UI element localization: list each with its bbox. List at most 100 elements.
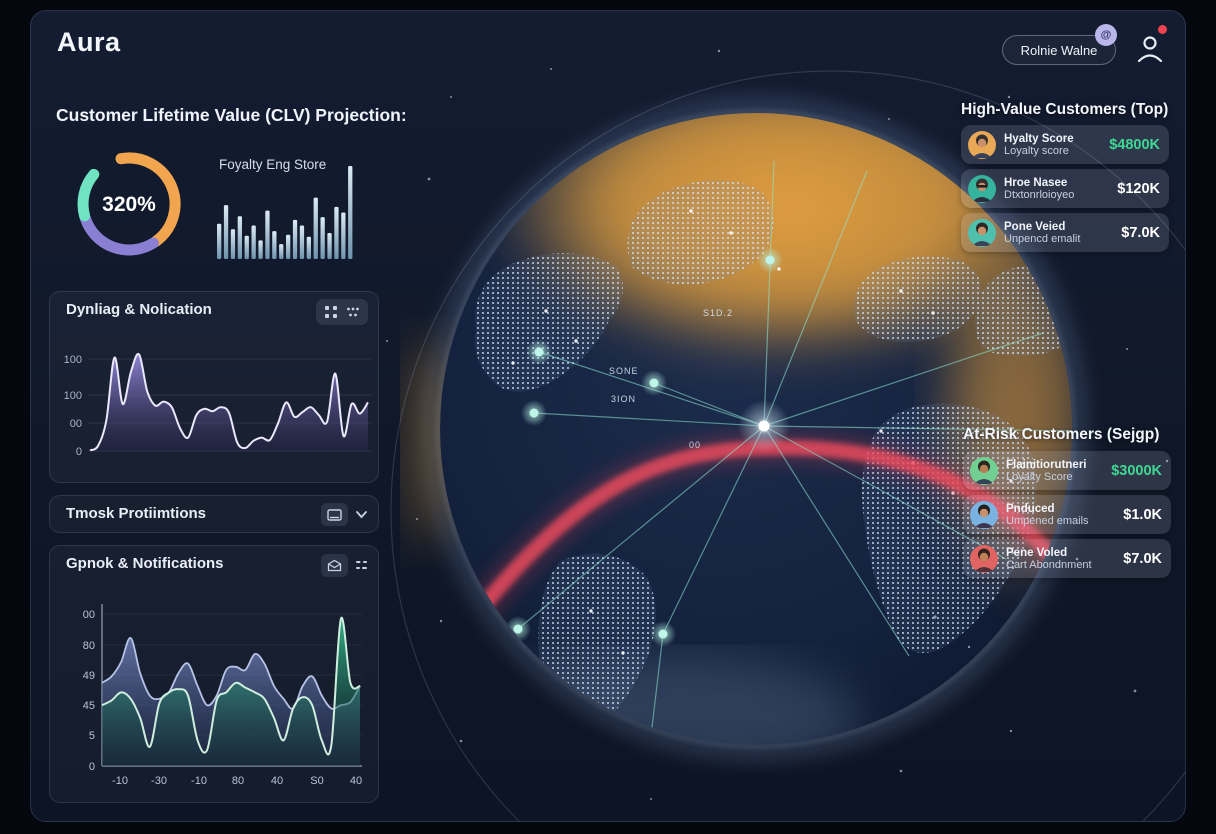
customer-row[interactable]: Pene Voled Cart Abondnment $7.0K: [963, 539, 1171, 578]
bar: [306, 236, 311, 259]
bar: [292, 219, 298, 259]
y-tick: 80: [83, 640, 95, 652]
globe-label: SONE: [609, 366, 639, 376]
at-risk-list: Flainitiorutneri Loyalty Score $3000K Pn…: [963, 451, 1171, 583]
customer-value: $7.0K: [1121, 224, 1160, 241]
face-icon: [972, 134, 992, 158]
dots-grid-icon[interactable]: [355, 559, 368, 572]
area-fill: [90, 353, 368, 452]
customer-row[interactable]: Hroe Nasee Dtxtonrloioyeo $120K: [961, 169, 1169, 208]
user-badge: @: [1095, 24, 1117, 46]
customer-value: $4800K: [1109, 136, 1160, 153]
x-tick: -30: [151, 775, 167, 787]
customer-sub: Loyalty Score: [1006, 470, 1073, 483]
avatar: [970, 456, 998, 485]
customer-value: $7.0K: [1123, 550, 1162, 567]
chevron-down-icon[interactable]: [355, 510, 368, 519]
face-icon: [974, 460, 994, 484]
customer-row[interactable]: Pnduced Umpened emails $1.0K: [963, 495, 1171, 534]
y-tick: 00: [70, 418, 82, 430]
grid-icon[interactable]: [324, 305, 338, 319]
customer-sub: Cart Abondnment: [1006, 558, 1092, 571]
clv-gauge: 320%: [77, 152, 181, 256]
gauge-segment-purple: [79, 212, 159, 256]
avatar: [968, 130, 996, 159]
notification-dot: [1158, 25, 1167, 34]
panel-notifications: Gpnok & Notifications: [49, 545, 379, 803]
y-tick: 45: [83, 700, 95, 712]
customer-name: Flainitiorutneri: [1006, 458, 1087, 471]
customer-name: Pone Veied: [1004, 220, 1066, 233]
face-icon: [972, 178, 992, 202]
bar: [251, 225, 256, 259]
gauge-value: 320%: [102, 193, 156, 216]
y-tick: 5: [89, 730, 95, 742]
gauge-segment-orange: [115, 152, 181, 248]
gauge-segment-teal: [77, 168, 100, 222]
customer-sub: Dtxtonrloioyeo: [1004, 188, 1075, 201]
customer-value: $120K: [1117, 180, 1160, 197]
customer-row[interactable]: Flainitiorutneri Loyalty Score $3000K: [963, 451, 1171, 490]
bar: [313, 197, 318, 259]
globe-label: 00: [689, 440, 701, 450]
y-tick: 49: [83, 670, 95, 682]
customer-name: Hroe Nasee: [1004, 176, 1068, 189]
customer-name: Pnduced: [1006, 502, 1055, 515]
app-logo: Aura: [57, 27, 121, 57]
area-line-green: [101, 616, 361, 756]
panel-promotions[interactable]: Tmosk Protiimtions: [49, 495, 379, 533]
x-tick: -10: [191, 775, 207, 787]
bar: [230, 229, 236, 259]
avatar: [970, 500, 998, 529]
profile-button[interactable]: [1133, 31, 1167, 65]
customer-sub: Loyalty score: [1004, 144, 1069, 157]
bar: [217, 223, 222, 259]
dashboard-card: S1D.2 SONE 3ION 00 Aura Rolnie Walne @ C…: [30, 10, 1186, 822]
avatar: [970, 544, 998, 573]
orange-streak: [405, 336, 453, 546]
x-tick: -10: [112, 775, 128, 787]
bar: [244, 235, 249, 260]
customer-sub: Unpencd emalit: [1004, 232, 1081, 245]
bar: [334, 206, 339, 259]
hub-node: [738, 400, 790, 452]
bar: [258, 240, 263, 259]
y-tick: 0: [76, 446, 82, 458]
y-tick: 100: [64, 354, 82, 366]
bar: [327, 233, 332, 259]
bar: [223, 205, 229, 259]
customer-row[interactable]: Pone Veied Unpencd emalit $7.0K: [961, 213, 1169, 252]
panel-activity-actions[interactable]: [316, 299, 368, 325]
high-value-title: High-Value Customers (Top): [961, 101, 1169, 118]
x-tick: S0: [310, 775, 323, 787]
bar: [237, 216, 242, 259]
panel-activity-title: Dynliag & Nolication: [66, 301, 212, 318]
customer-value: $3000K: [1111, 462, 1162, 479]
network-nodes: [505, 247, 783, 647]
customer-value: $1.0K: [1123, 506, 1162, 523]
bar: [341, 212, 346, 259]
x-tick: 40: [271, 775, 283, 787]
inbox-button[interactable]: [321, 503, 348, 526]
bar: [265, 210, 270, 259]
face-icon: [972, 222, 992, 246]
bar: [272, 231, 277, 259]
customer-row[interactable]: Hyalty Score Loyalty score $4800K: [961, 125, 1169, 164]
mail-open-icon: [327, 559, 342, 572]
avatar: [968, 218, 996, 247]
face-icon: [974, 548, 994, 572]
high-value-list: Hyalty Score Loyalty score $4800K Hroe N…: [961, 125, 1169, 257]
mail-open-button[interactable]: [321, 554, 348, 577]
x-tick: 40: [350, 775, 362, 787]
notifications-area-chart: 00 80 49 45 5 0 -10 -30 -10 80 40 S0 40: [83, 604, 362, 787]
sliders-icon[interactable]: [346, 305, 360, 319]
globe-label: 3ION: [611, 394, 636, 404]
bar: [299, 225, 305, 259]
loyalty-bar-chart: [217, 166, 353, 260]
bar: [320, 217, 325, 259]
panel-activity: Dynliag & Nolication 100 100 00 0: [49, 291, 379, 483]
globe-label: S1D.2: [703, 308, 733, 318]
person-icon: [1137, 36, 1163, 63]
customer-name: Pene Voled: [1006, 546, 1068, 559]
